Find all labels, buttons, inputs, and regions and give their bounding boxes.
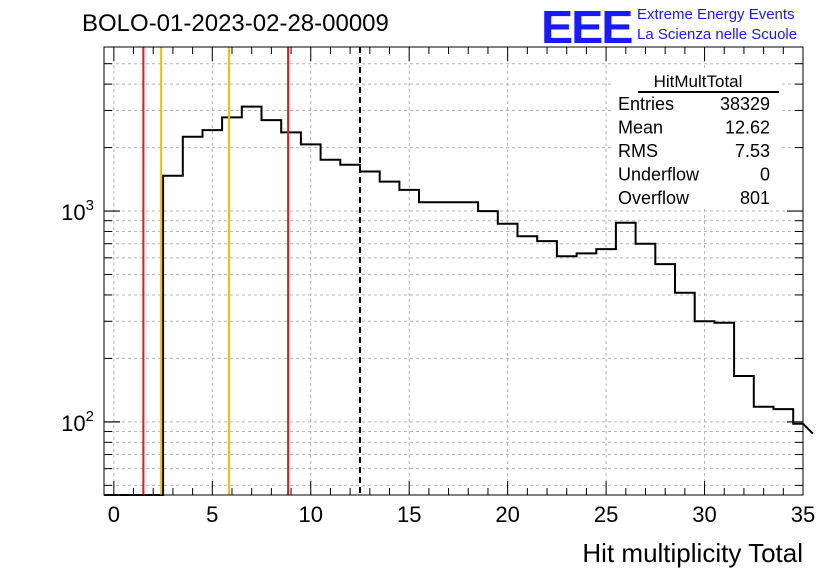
x-tick-label: 0 [108,502,120,527]
y-tick-label: 103 [61,197,94,225]
stats-label: Entries [618,94,674,114]
histogram-outline [104,105,814,496]
plot-frame [103,46,804,496]
stats-value: 0 [760,165,770,185]
x-tick-label: 10 [299,502,323,527]
x-tick-label: 5 [206,502,218,527]
x-tick-label: 15 [397,502,421,527]
stats-label: Mean [618,118,663,138]
eee-logo-mark: EEE [541,1,633,53]
stats-title: HitMultTotal [654,72,743,91]
stats-value: 12.62 [725,118,770,138]
logo-subtitle-line2: La Scienza nelle Scuole [637,26,798,43]
stats-value: 7.53 [735,141,770,161]
x-tick-label: 20 [495,502,519,527]
stats-box [612,71,780,209]
x-tick-label: 30 [692,502,716,527]
chart-title: BOLO-01-2023-02-28-00009 [82,10,389,37]
stats-value: 801 [740,188,770,208]
stats-label: RMS [618,141,658,161]
y-tick-label: 102 [61,408,94,436]
x-tick-label: 35 [791,502,815,527]
x-tick-label: 25 [594,502,618,527]
stats-label: Overflow [618,188,690,208]
stats-value: 38329 [720,94,770,114]
logo-subtitle-line1: Extreme Energy Events [637,6,795,23]
x-axis-label: Hit multiplicity Total [582,538,803,568]
stats-label: Underflow [618,165,700,185]
